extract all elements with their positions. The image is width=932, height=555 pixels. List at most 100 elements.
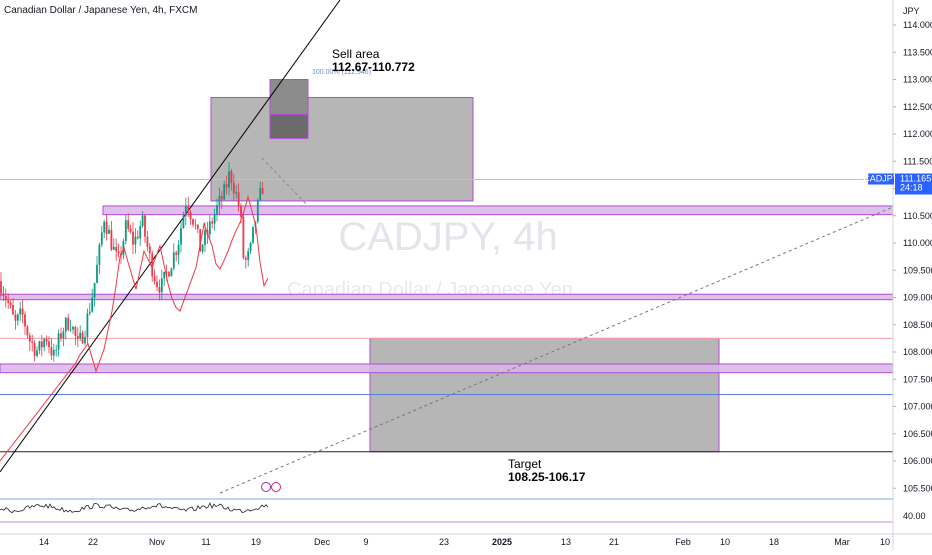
event-icon-2[interactable] (271, 482, 281, 492)
candle-body[interactable] (93, 282, 96, 298)
support-band-upper-zone[interactable] (0, 293, 894, 301)
candle-body[interactable] (98, 244, 101, 265)
candle-body[interactable] (144, 215, 146, 237)
candle-body[interactable] (225, 184, 228, 188)
candle-body[interactable] (72, 326, 74, 330)
candle-body[interactable] (182, 215, 185, 229)
candle-body[interactable] (2, 293, 5, 296)
candle-body[interactable] (175, 252, 178, 255)
candle-body[interactable] (86, 313, 89, 337)
trendline-dashed[interactable] (219, 206, 894, 494)
candle-body[interactable] (199, 229, 202, 252)
candle-body[interactable] (151, 253, 154, 277)
candle-body[interactable] (156, 281, 158, 288)
candle-body[interactable] (240, 205, 242, 217)
candle-body[interactable] (230, 171, 233, 183)
target-area-zone[interactable] (369, 337, 720, 453)
candle-body[interactable] (249, 242, 252, 252)
candle-body[interactable] (50, 347, 53, 356)
candle-body[interactable] (180, 228, 182, 245)
candle-body[interactable] (134, 236, 137, 245)
candle-body[interactable] (0, 281, 2, 294)
candle-body[interactable] (48, 341, 50, 348)
candle-body[interactable] (110, 229, 113, 250)
candle-body[interactable] (33, 343, 36, 356)
candle-body[interactable] (117, 251, 120, 254)
candle-body[interactable] (211, 221, 214, 224)
candle-body[interactable] (60, 333, 62, 339)
fib-zone-light[interactable] (269, 79, 309, 115)
candle-body[interactable] (31, 341, 34, 344)
candle-body[interactable] (170, 268, 173, 277)
candle-body[interactable] (81, 332, 84, 344)
candle-body[interactable] (55, 349, 58, 351)
candle-body[interactable] (43, 339, 46, 348)
candle-body[interactable] (76, 335, 79, 339)
candle-body[interactable] (67, 317, 70, 330)
candle-body[interactable] (79, 332, 82, 339)
candle-body[interactable] (129, 228, 132, 232)
candle-body[interactable] (208, 221, 211, 235)
candle-body[interactable] (189, 212, 192, 220)
candle-body[interactable] (196, 224, 199, 230)
candle-body[interactable] (62, 331, 65, 339)
candle-body[interactable] (12, 305, 14, 315)
candle-body[interactable] (216, 205, 218, 215)
candle-body[interactable] (187, 205, 190, 213)
candle-body[interactable] (4, 295, 7, 301)
candle-body[interactable] (28, 335, 31, 342)
candle-body[interactable] (259, 188, 262, 200)
candle-body[interactable] (160, 278, 163, 293)
candle-body[interactable] (136, 236, 139, 239)
candle-body[interactable] (115, 246, 118, 252)
candle-body[interactable] (64, 317, 67, 332)
candle-body[interactable] (74, 326, 77, 336)
sell-area-zone[interactable] (210, 96, 474, 202)
candle-body[interactable] (237, 192, 240, 206)
candle-body[interactable] (100, 232, 103, 245)
candle-body[interactable] (9, 302, 12, 306)
candle-body[interactable] (242, 216, 245, 258)
candle-body[interactable] (194, 224, 197, 226)
candle-body[interactable] (139, 226, 142, 239)
candle-body[interactable] (21, 308, 24, 315)
candle-body[interactable] (165, 271, 168, 273)
candle-body[interactable] (91, 297, 94, 312)
candle-body[interactable] (232, 182, 235, 194)
candle-body[interactable] (168, 272, 170, 277)
candle-body[interactable] (16, 314, 19, 321)
candle-body[interactable] (88, 311, 91, 314)
candle-body[interactable] (103, 221, 106, 233)
candle-body[interactable] (36, 350, 38, 356)
trendline-black[interactable] (0, 0, 341, 473)
candle-body[interactable] (218, 196, 221, 206)
candle-body[interactable] (57, 333, 60, 350)
candle-body[interactable] (146, 236, 149, 247)
candle-body[interactable] (69, 329, 72, 331)
candle-body[interactable] (184, 205, 187, 216)
candle-body[interactable] (158, 287, 161, 293)
support-band-lower-zone[interactable] (0, 363, 894, 374)
candle-body[interactable] (96, 264, 98, 283)
candle-body[interactable] (38, 341, 41, 351)
candle-body[interactable] (52, 349, 55, 356)
candle-body[interactable] (14, 314, 17, 321)
candle-body[interactable] (256, 199, 259, 222)
candle-body[interactable] (163, 271, 166, 279)
candle-body[interactable] (132, 231, 134, 245)
candle-body[interactable] (19, 308, 22, 315)
candle-body[interactable] (204, 230, 206, 245)
candle-body[interactable] (26, 326, 29, 336)
candle-body[interactable] (45, 339, 48, 342)
candle-body[interactable] (261, 188, 264, 195)
candle-body[interactable] (24, 314, 26, 327)
candle-body[interactable] (223, 184, 226, 200)
candle-body[interactable] (40, 341, 43, 348)
candle-body[interactable] (153, 276, 156, 282)
candle-body[interactable] (172, 252, 175, 269)
candle-body[interactable] (228, 171, 230, 188)
candle-body[interactable] (220, 196, 223, 200)
candle-body[interactable] (244, 257, 247, 260)
candle-body[interactable] (7, 300, 10, 303)
